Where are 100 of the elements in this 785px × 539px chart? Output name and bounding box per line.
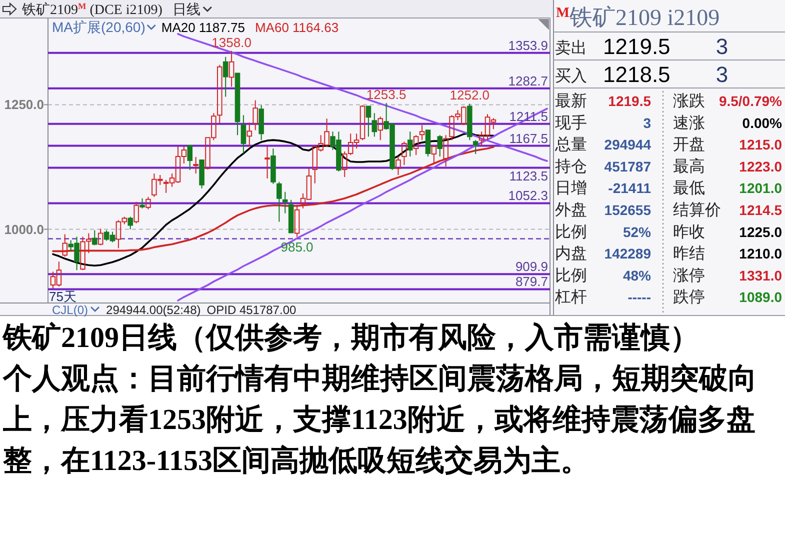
candlestick [234, 72, 240, 136]
annotation: 1353.9 [508, 38, 548, 53]
text: 速涨 [673, 114, 705, 132]
text: ----- [628, 289, 652, 306]
annotation: 1358.0 [212, 34, 252, 50]
text: 涨停 [673, 266, 705, 284]
annotation: 1167.5 [509, 130, 548, 146]
annotation: 1282.7 [508, 73, 548, 88]
annotation: 1253.5 [366, 86, 406, 102]
candlestick [413, 134, 419, 156]
text: 3 [716, 34, 728, 59]
text: 开盘 [673, 136, 705, 154]
text: 1214.5 [739, 202, 782, 218]
text: 1201.0 [739, 180, 782, 196]
candlestick [419, 124, 425, 141]
candlestick [294, 204, 300, 238]
candlestick [288, 199, 294, 234]
line-series [52, 132, 494, 267]
text: 个人观点：目前行情有中期维持区间震荡格局，短期突破向上，压力看1253附近，支撑1123附近，或将维持震荡偏多盘整，在1123-1153区间高抛低吸短线交易为主。 [3, 362, 758, 479]
candlestick [240, 114, 246, 154]
chart-subtitle: 日线 [172, 1, 200, 17]
annotation: 1123.5 [509, 168, 548, 184]
legend-title: MA扩展(20,60) [52, 19, 146, 35]
text: 杠杆 [554, 289, 587, 306]
candlestick [366, 106, 372, 138]
candlestick [467, 103, 472, 141]
text: 1331.0 [739, 267, 782, 284]
text: 52% [622, 224, 652, 240]
annotation: CJL(0) [52, 303, 88, 317]
candlestick [282, 191, 288, 214]
text: 持仓 [555, 157, 587, 176]
text: 总量 [554, 136, 587, 154]
legend: MA扩展(20,60) MA20 1187.75 MA60 1164.63 [52, 19, 339, 35]
text: 现手 [555, 114, 587, 132]
candlestick [437, 134, 443, 158]
text: 结算价 [673, 201, 721, 219]
text: 1089.0 [739, 289, 782, 306]
text: 跌停 [673, 289, 705, 306]
candlestick [360, 104, 366, 141]
candlestick [472, 140, 478, 155]
text: 内盘 [555, 244, 587, 263]
candlestick [92, 230, 98, 246]
text: 昨收 [673, 224, 705, 241]
candlestick [187, 145, 193, 170]
text: 294944 [604, 136, 652, 153]
text: 1223.0 [739, 158, 782, 174]
text: 1225.0 [739, 224, 782, 240]
candlestick [222, 56, 228, 98]
annotation: OPID 451787.00 [206, 303, 296, 317]
candlestick [146, 196, 151, 210]
text: 152655 [604, 202, 652, 218]
candlestick [276, 181, 282, 222]
annotation: 1252.0 [450, 88, 490, 103]
text: 买入 [555, 67, 587, 85]
text: $^{M}$铁矿2109 i2109 [556, 5, 720, 30]
candlestick [128, 216, 133, 230]
text: 铁矿2109日线（仅供参考，期市有风险，入市需谨慎） [3, 320, 700, 356]
candlestick [246, 122, 252, 148]
text: 比例 [555, 222, 587, 241]
text: 0.00% [742, 114, 783, 131]
candlestick [396, 156, 401, 176]
candlestick [228, 50, 234, 88]
candlestick [217, 64, 222, 124]
text: 142289 [604, 246, 652, 262]
y-tick-label: 1250.0 [4, 97, 44, 112]
candlestick [264, 146, 270, 179]
text: 外盘 [555, 202, 587, 219]
candlestick [199, 160, 204, 189]
candlestick [252, 100, 258, 131]
text: 9.5/0.79% [718, 93, 783, 109]
text: 昨结 [673, 244, 705, 263]
candlestick [193, 156, 198, 174]
candlestick [258, 104, 264, 141]
text: 1210.0 [739, 246, 782, 262]
candlestick [98, 228, 104, 246]
text: 最新 [555, 92, 587, 110]
text: 最高 [673, 157, 705, 176]
annotation: 294944.00(52:48) [106, 303, 201, 317]
candlestick [270, 148, 276, 184]
candlestick [372, 112, 378, 138]
annotation: 1052.3 [508, 188, 548, 204]
text: 1215.0 [739, 136, 782, 153]
text: 3 [643, 114, 652, 131]
annotation: 75天 [49, 289, 76, 304]
text: 3 [716, 62, 728, 87]
candlestick [425, 129, 431, 158]
text: 最低 [673, 180, 705, 198]
text: 451787 [604, 158, 652, 174]
annotation: 879.7 [515, 274, 548, 290]
annotation: 985.0 [280, 240, 314, 255]
candlestick [134, 201, 139, 224]
text: 卖出 [555, 39, 587, 57]
text: 1219.5 [608, 93, 652, 109]
text: 1219.5 [603, 34, 670, 59]
chart-title: 铁矿2109$^{M}$ (DCE i2109) [21, 1, 163, 18]
text: 比例 [555, 266, 587, 284]
candlestick [140, 198, 145, 209]
text: -21411 [608, 180, 652, 196]
candlestick [407, 131, 413, 158]
y-tick-label: 1000.0 [4, 222, 44, 237]
